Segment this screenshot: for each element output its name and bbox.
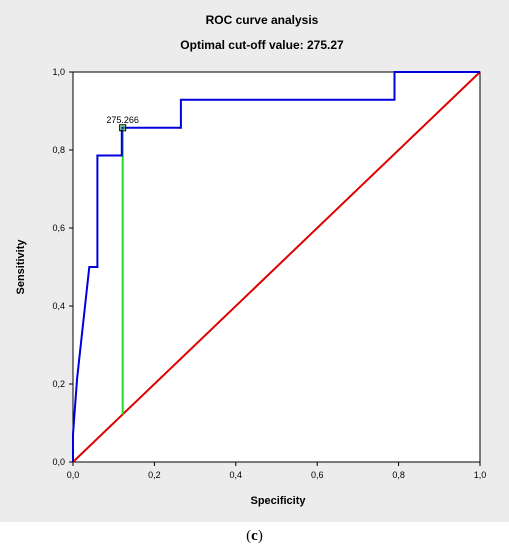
roc-chart: ROC curve analysis Optimal cut-off value… [0,0,509,522]
optimal-point-label: 275.266 [106,115,139,125]
x-tick-label: 0,6 [311,470,324,480]
chart-subtitle: Optimal cut-off value: 275.27 [180,38,344,52]
x-tick-label: 1,0 [474,470,487,480]
x-tick-label: 0,8 [392,470,405,480]
x-tick-label: 0,4 [230,470,243,480]
chart-title: ROC curve analysis [206,13,319,27]
caption-close: ) [258,528,263,544]
y-tick-label: 0,4 [52,301,65,311]
y-tick-label: 0,0 [52,457,65,467]
x-tick-label: 0,2 [148,470,161,480]
y-tick-label: 0,6 [52,223,65,233]
y-tick-label: 0,2 [52,379,65,389]
y-tick-label: 1,0 [52,67,65,77]
y-tick-label: 0,8 [52,145,65,155]
y-axis-label: Sensitivity [15,239,27,295]
figure-caption: (c) [0,528,509,545]
caption-letter: c [251,528,258,544]
x-axis-label: Specificity [250,495,306,507]
x-tick-label: 0,0 [67,470,80,480]
